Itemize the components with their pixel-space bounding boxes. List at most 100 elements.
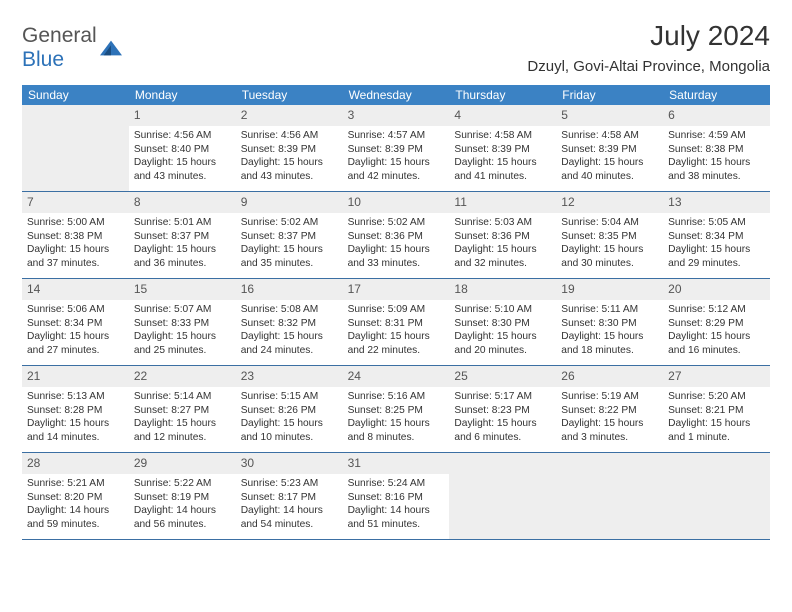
daynum-bar: 20 xyxy=(663,279,770,300)
weeks-container: 1 Sunrise: 4:56 AM Sunset: 8:40 PM Daylight… xyxy=(22,105,770,540)
day-number: 13 xyxy=(668,195,681,209)
day-cell: 1Sunrise: 4:56 AMSunset: 8:40 PMDaylight… xyxy=(129,105,236,191)
daylight-text: Daylight: 14 hours and 59 minutes. xyxy=(27,504,124,532)
sunset-text: Sunset: 8:29 PM xyxy=(668,317,765,331)
daylight-text: Daylight: 15 hours and 37 minutes. xyxy=(27,243,124,271)
day-number: 10 xyxy=(348,195,361,209)
daynum-bar: 24 xyxy=(343,366,450,387)
sunset-text: Sunset: 8:32 PM xyxy=(241,317,338,331)
daynum-bar: 17 xyxy=(343,279,450,300)
logo-text-gray: General xyxy=(22,24,97,47)
sunset-text: Sunset: 8:38 PM xyxy=(27,230,124,244)
day-number: 8 xyxy=(134,195,141,209)
day-cell: 23Sunrise: 5:15 AMSunset: 8:26 PMDayligh… xyxy=(236,366,343,452)
sunrise-text: Sunrise: 5:00 AM xyxy=(27,216,124,230)
daynum-bar: 19 xyxy=(556,279,663,300)
sunset-text: Sunset: 8:23 PM xyxy=(454,404,551,418)
day-cell: 10Sunrise: 5:02 AMSunset: 8:36 PMDayligh… xyxy=(343,192,450,278)
weekday-label: Wednesday xyxy=(343,85,450,105)
daynum-bar: 10 xyxy=(343,192,450,213)
day-cell: 4Sunrise: 4:58 AMSunset: 8:39 PMDaylight… xyxy=(449,105,556,191)
week-row: 21Sunrise: 5:13 AMSunset: 8:28 PMDayligh… xyxy=(22,366,770,453)
day-number: 27 xyxy=(668,369,681,383)
daylight-text: Daylight: 15 hours and 43 minutes. xyxy=(241,156,338,184)
day-cell: 19Sunrise: 5:11 AMSunset: 8:30 PMDayligh… xyxy=(556,279,663,365)
day-cell xyxy=(22,105,129,191)
sunrise-text: Sunrise: 5:12 AM xyxy=(668,303,765,317)
daynum-bar: 1 xyxy=(129,105,236,126)
sunset-text: Sunset: 8:16 PM xyxy=(348,491,445,505)
daylight-text: Daylight: 15 hours and 3 minutes. xyxy=(561,417,658,445)
sunset-text: Sunset: 8:38 PM xyxy=(668,143,765,157)
sunrise-text: Sunrise: 5:11 AM xyxy=(561,303,658,317)
sunrise-text: Sunrise: 5:09 AM xyxy=(348,303,445,317)
day-number: 9 xyxy=(241,195,248,209)
month-title: July 2024 xyxy=(527,20,770,52)
sunset-text: Sunset: 8:36 PM xyxy=(348,230,445,244)
daylight-text: Daylight: 15 hours and 42 minutes. xyxy=(348,156,445,184)
logo: General Blue xyxy=(22,24,122,72)
day-number: 19 xyxy=(561,282,574,296)
day-number: 7 xyxy=(27,195,34,209)
daylight-text: Daylight: 15 hours and 16 minutes. xyxy=(668,330,765,358)
sunset-text: Sunset: 8:17 PM xyxy=(241,491,338,505)
daylight-text: Daylight: 15 hours and 1 minute. xyxy=(668,417,765,445)
sunrise-text: Sunrise: 5:04 AM xyxy=(561,216,658,230)
day-number: 21 xyxy=(27,369,40,383)
day-number: 6 xyxy=(668,108,675,122)
sunrise-text: Sunrise: 5:16 AM xyxy=(348,390,445,404)
day-number: 30 xyxy=(241,456,254,470)
sunset-text: Sunset: 8:39 PM xyxy=(241,143,338,157)
weekday-label: Sunday xyxy=(22,85,129,105)
day-cell xyxy=(556,453,663,539)
sunset-text: Sunset: 8:25 PM xyxy=(348,404,445,418)
week-row: 28Sunrise: 5:21 AMSunset: 8:20 PMDayligh… xyxy=(22,453,770,540)
daylight-text: Daylight: 15 hours and 14 minutes. xyxy=(27,417,124,445)
sunrise-text: Sunrise: 5:20 AM xyxy=(668,390,765,404)
sunrise-text: Sunrise: 5:14 AM xyxy=(134,390,231,404)
day-cell: 26Sunrise: 5:19 AMSunset: 8:22 PMDayligh… xyxy=(556,366,663,452)
sunset-text: Sunset: 8:30 PM xyxy=(454,317,551,331)
day-number: 18 xyxy=(454,282,467,296)
sunrise-text: Sunrise: 4:58 AM xyxy=(561,129,658,143)
day-cell: 5Sunrise: 4:58 AMSunset: 8:39 PMDaylight… xyxy=(556,105,663,191)
sunset-text: Sunset: 8:31 PM xyxy=(348,317,445,331)
daylight-text: Daylight: 14 hours and 54 minutes. xyxy=(241,504,338,532)
day-number: 14 xyxy=(27,282,40,296)
week-row: 14Sunrise: 5:06 AMSunset: 8:34 PMDayligh… xyxy=(22,279,770,366)
daylight-text: Daylight: 15 hours and 10 minutes. xyxy=(241,417,338,445)
week-row: 7Sunrise: 5:00 AMSunset: 8:38 PMDaylight… xyxy=(22,192,770,279)
sunrise-text: Sunrise: 5:23 AM xyxy=(241,477,338,491)
sunrise-text: Sunrise: 5:13 AM xyxy=(27,390,124,404)
daynum-bar: 30 xyxy=(236,453,343,474)
day-number: 31 xyxy=(348,456,361,470)
day-cell: 12Sunrise: 5:04 AMSunset: 8:35 PMDayligh… xyxy=(556,192,663,278)
day-number: 2 xyxy=(241,108,248,122)
sunset-text: Sunset: 8:21 PM xyxy=(668,404,765,418)
daynum-bar: 18 xyxy=(449,279,556,300)
sunset-text: Sunset: 8:22 PM xyxy=(561,404,658,418)
day-cell: 24Sunrise: 5:16 AMSunset: 8:25 PMDayligh… xyxy=(343,366,450,452)
day-cell: 29Sunrise: 5:22 AMSunset: 8:19 PMDayligh… xyxy=(129,453,236,539)
day-cell: 16Sunrise: 5:08 AMSunset: 8:32 PMDayligh… xyxy=(236,279,343,365)
day-cell: 20 Sunrise: 5:12 AMSunset: 8:29 PMDayligh… xyxy=(663,279,770,365)
day-cell: 28Sunrise: 5:21 AMSunset: 8:20 PMDayligh… xyxy=(22,453,129,539)
day-cell: 30 Sunrise: 5:23 AMSunset: 8:17 PMDayligh… xyxy=(236,453,343,539)
sunset-text: Sunset: 8:39 PM xyxy=(348,143,445,157)
daynum-bar: 5 xyxy=(556,105,663,126)
sunrise-text: Sunrise: 5:08 AM xyxy=(241,303,338,317)
daylight-text: Daylight: 15 hours and 32 minutes. xyxy=(454,243,551,271)
day-cell: 3Sunrise: 4:57 AMSunset: 8:39 PMDaylight… xyxy=(343,105,450,191)
sunrise-text: Sunrise: 4:56 AM xyxy=(241,129,338,143)
weekday-label: Thursday xyxy=(449,85,556,105)
sunset-text: Sunset: 8:35 PM xyxy=(561,230,658,244)
daylight-text: Daylight: 15 hours and 41 minutes. xyxy=(454,156,551,184)
daynum-bar: 2 xyxy=(236,105,343,126)
logo-text-blue: Blue xyxy=(22,48,64,71)
sunset-text: Sunset: 8:40 PM xyxy=(134,143,231,157)
sunrise-text: Sunrise: 5:02 AM xyxy=(348,216,445,230)
day-number: 29 xyxy=(134,456,147,470)
day-number: 1 xyxy=(134,108,141,122)
day-cell: 8Sunrise: 5:01 AMSunset: 8:37 PMDaylight… xyxy=(129,192,236,278)
daylight-text: Daylight: 15 hours and 27 minutes. xyxy=(27,330,124,358)
